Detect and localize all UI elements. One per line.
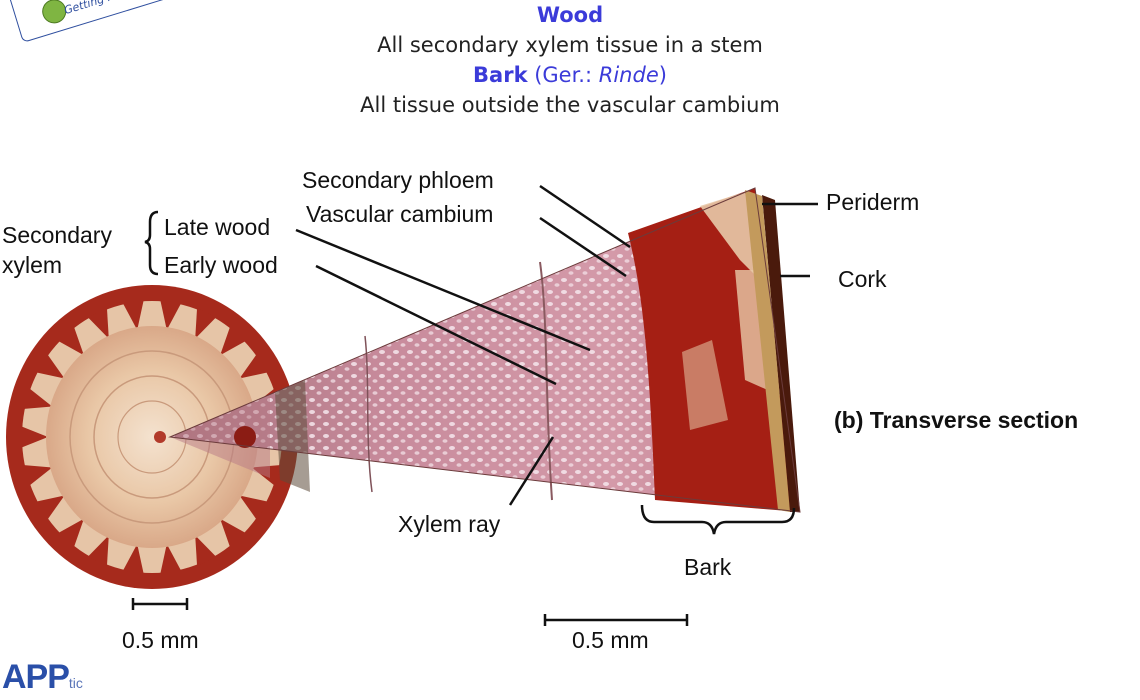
bark-brace <box>640 504 796 535</box>
wood-title-line: Wood <box>0 0 1140 30</box>
bark-german-term: Rinde <box>598 63 659 87</box>
label-late-wood: Late wood <box>164 214 270 240</box>
definitions-header: Wood All secondary xylem tissue in a ste… <box>0 0 1140 120</box>
bark-tooth <box>20 426 48 448</box>
bark-definition: All tissue outside the vascular cambium <box>360 93 780 117</box>
bark-tooth <box>239 495 269 521</box>
bark-tooth <box>35 495 65 521</box>
label-periderm: Periderm <box>826 189 919 215</box>
label-early-wood: Early wood <box>164 252 278 278</box>
bark-tooth <box>160 544 182 575</box>
label-vascular-cambium: Vascular cambium <box>306 201 493 227</box>
label-bark: Bark <box>684 554 732 580</box>
brand-small: tic <box>68 675 83 691</box>
leader-early-wood <box>315 264 557 386</box>
label-xylem-ray: Xylem ray <box>398 511 501 537</box>
secondary-xylem-brace <box>144 210 159 276</box>
bark-tooth <box>195 535 217 567</box>
bark-tooth <box>87 307 109 339</box>
label-secondary-phloem: Secondary phloem <box>302 167 494 193</box>
bark-tooth <box>195 307 217 339</box>
leader-secondary-phloem <box>539 184 631 249</box>
brand-text: APP <box>2 658 70 696</box>
bark-tooth <box>239 353 269 379</box>
leader-vascular-cambium <box>539 216 627 278</box>
bark-tooth <box>160 299 182 330</box>
leader-late-wood <box>295 228 591 352</box>
label-xylem: xylem <box>2 252 62 278</box>
bark-tooth <box>35 353 65 379</box>
wood-definition: All secondary xylem tissue in a stem <box>377 33 763 57</box>
bark-tooth <box>57 518 84 548</box>
label-secondary: Secondary <box>2 222 112 248</box>
scale-bar-right <box>543 614 689 626</box>
label-transverse-section: (b) Transverse section <box>834 407 1078 433</box>
brand-logo: APPtic <box>2 660 83 700</box>
wood-title: Wood <box>536 3 604 27</box>
scale-bar-left <box>131 598 189 610</box>
bark-tooth <box>122 299 144 330</box>
bark-paren-close: ) <box>658 63 667 87</box>
stem-diagram: Secondary phloem Vascular cambium Second… <box>2 167 1078 653</box>
bark-tooth <box>220 326 247 356</box>
label-scale-right: 0.5 mm <box>572 627 649 653</box>
bark-title-line: Bark (Ger.: Rinde) <box>0 60 1140 90</box>
bark-tooth <box>57 326 84 356</box>
bark-tooth <box>22 387 53 409</box>
bark-paren-open: (Ger.: <box>534 63 599 87</box>
bark-tooth <box>220 518 247 548</box>
bark-tooth <box>87 535 109 567</box>
bark-tooth <box>22 465 53 487</box>
label-scale-left: 0.5 mm <box>122 627 199 653</box>
bark-title: Bark <box>473 63 528 87</box>
leader-xylem-ray <box>508 436 555 506</box>
label-cork: Cork <box>838 266 887 292</box>
bark-tooth <box>122 544 144 575</box>
leader-lines <box>131 184 818 626</box>
